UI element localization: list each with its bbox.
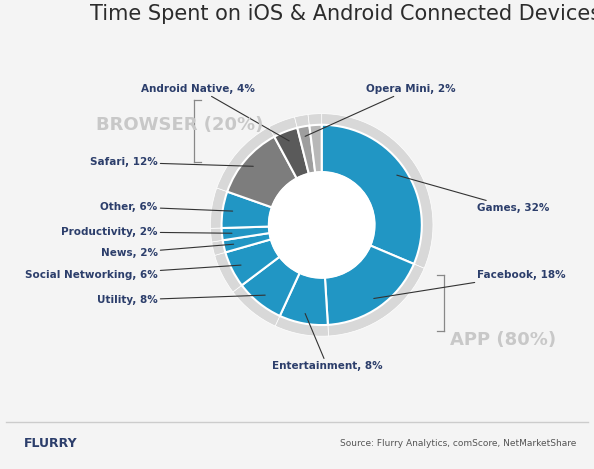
Text: Productivity, 2%: Productivity, 2% bbox=[61, 227, 232, 237]
Text: Opera Mini, 2%: Opera Mini, 2% bbox=[305, 83, 456, 136]
Text: Games, 32%: Games, 32% bbox=[397, 175, 550, 213]
Wedge shape bbox=[269, 117, 297, 136]
Wedge shape bbox=[280, 273, 328, 325]
Wedge shape bbox=[217, 127, 274, 192]
Wedge shape bbox=[328, 264, 424, 336]
Wedge shape bbox=[309, 125, 322, 173]
Wedge shape bbox=[223, 233, 271, 252]
Text: BROWSER (20%): BROWSER (20%) bbox=[96, 116, 264, 134]
Text: Utility, 8%: Utility, 8% bbox=[97, 295, 265, 305]
Wedge shape bbox=[322, 113, 433, 268]
Wedge shape bbox=[242, 257, 299, 316]
Wedge shape bbox=[225, 239, 280, 285]
Wedge shape bbox=[228, 136, 296, 207]
Text: Android Native, 4%: Android Native, 4% bbox=[141, 83, 289, 141]
Wedge shape bbox=[308, 113, 322, 126]
Text: Safari, 12%: Safari, 12% bbox=[90, 157, 253, 167]
Text: Entertainment, 8%: Entertainment, 8% bbox=[272, 313, 383, 371]
Wedge shape bbox=[211, 240, 225, 256]
Wedge shape bbox=[275, 316, 328, 336]
Wedge shape bbox=[222, 192, 272, 228]
Wedge shape bbox=[233, 285, 280, 326]
Wedge shape bbox=[210, 188, 228, 228]
Wedge shape bbox=[322, 125, 422, 264]
Text: Facebook, 18%: Facebook, 18% bbox=[374, 270, 566, 298]
Wedge shape bbox=[295, 114, 309, 128]
Text: Source: Flurry Analytics, comScore, NetMarketShare: Source: Flurry Analytics, comScore, NetM… bbox=[340, 439, 576, 448]
Text: Social Networking, 6%: Social Networking, 6% bbox=[25, 265, 241, 280]
Wedge shape bbox=[222, 227, 270, 240]
Text: News, 2%: News, 2% bbox=[100, 244, 233, 258]
Wedge shape bbox=[297, 126, 315, 174]
Circle shape bbox=[269, 172, 375, 278]
Text: APP (80%): APP (80%) bbox=[450, 331, 556, 348]
Wedge shape bbox=[325, 246, 414, 325]
Wedge shape bbox=[274, 128, 309, 178]
Wedge shape bbox=[210, 228, 223, 242]
Wedge shape bbox=[214, 252, 242, 292]
Text: Time Spent on iOS & Android Connected Devices: Time Spent on iOS & Android Connected De… bbox=[90, 5, 594, 24]
Text: FLURRY: FLURRY bbox=[24, 437, 77, 450]
Text: Other, 6%: Other, 6% bbox=[100, 202, 233, 212]
